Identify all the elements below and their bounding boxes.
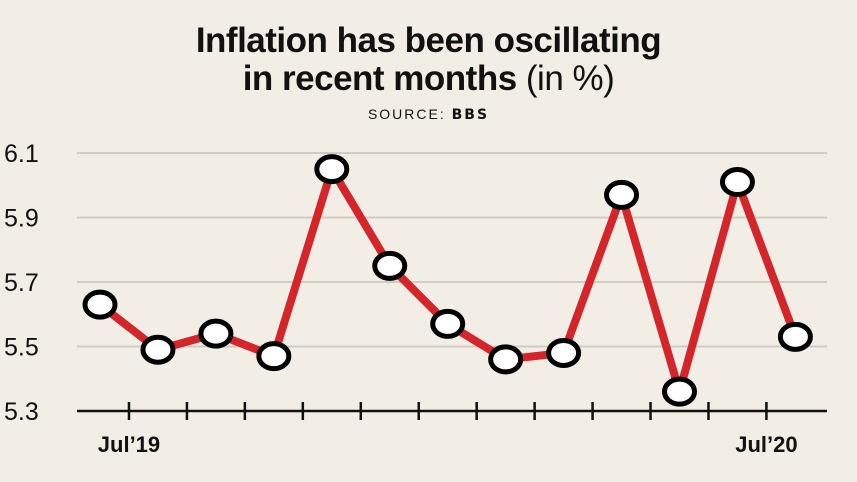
data-point — [546, 337, 582, 368]
data-point — [82, 289, 118, 320]
source-name: BBS — [451, 107, 490, 123]
y-tick-label: 6.1 — [4, 140, 39, 168]
source-label: SOURCE: — [367, 106, 446, 122]
data-point — [140, 334, 176, 365]
title-unit: (in %) — [525, 59, 615, 98]
y-tick-label: 5.9 — [4, 205, 39, 233]
data-point — [372, 250, 408, 281]
y-tick-label: 5.5 — [4, 334, 39, 362]
x-tick-label: Jul’20 — [735, 432, 797, 457]
data-point — [488, 344, 524, 375]
data-point — [256, 341, 292, 372]
data-point — [777, 321, 813, 352]
data-point — [314, 154, 350, 185]
chart-title: Inflation has been oscillating in recent… — [0, 22, 857, 98]
title-line-2: in recent months — [242, 59, 517, 98]
data-point — [719, 167, 755, 198]
data-point — [604, 179, 640, 210]
title-line-1: Inflation has been oscillating — [195, 21, 662, 60]
series-line — [97, 159, 800, 407]
x-tick-label: Jul’19 — [98, 432, 160, 457]
data-point — [198, 318, 234, 349]
source-note: SOURCE: BBS — [0, 106, 857, 123]
data-point — [662, 376, 697, 407]
y-tick-label: 5.3 — [4, 398, 39, 426]
data-point — [430, 308, 466, 339]
y-tick-label: 5.7 — [4, 269, 39, 297]
